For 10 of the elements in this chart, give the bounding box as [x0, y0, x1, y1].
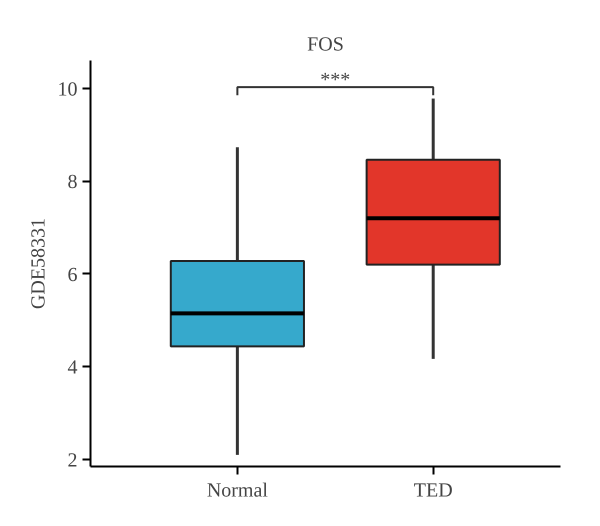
chart-title: FOS: [307, 34, 344, 56]
y-tick-label: 2: [68, 450, 78, 472]
x-tick-label: TED: [414, 480, 453, 502]
annotation: ***: [320, 69, 350, 92]
y-tick-label: 8: [68, 171, 78, 194]
y-tick-label: 10: [58, 78, 78, 100]
y-tick-label: 6: [68, 264, 78, 286]
y-axis-title: GDE58331: [28, 218, 50, 310]
x-tick-label: Normal: [206, 480, 268, 502]
y-tick-label: 4: [68, 356, 78, 379]
